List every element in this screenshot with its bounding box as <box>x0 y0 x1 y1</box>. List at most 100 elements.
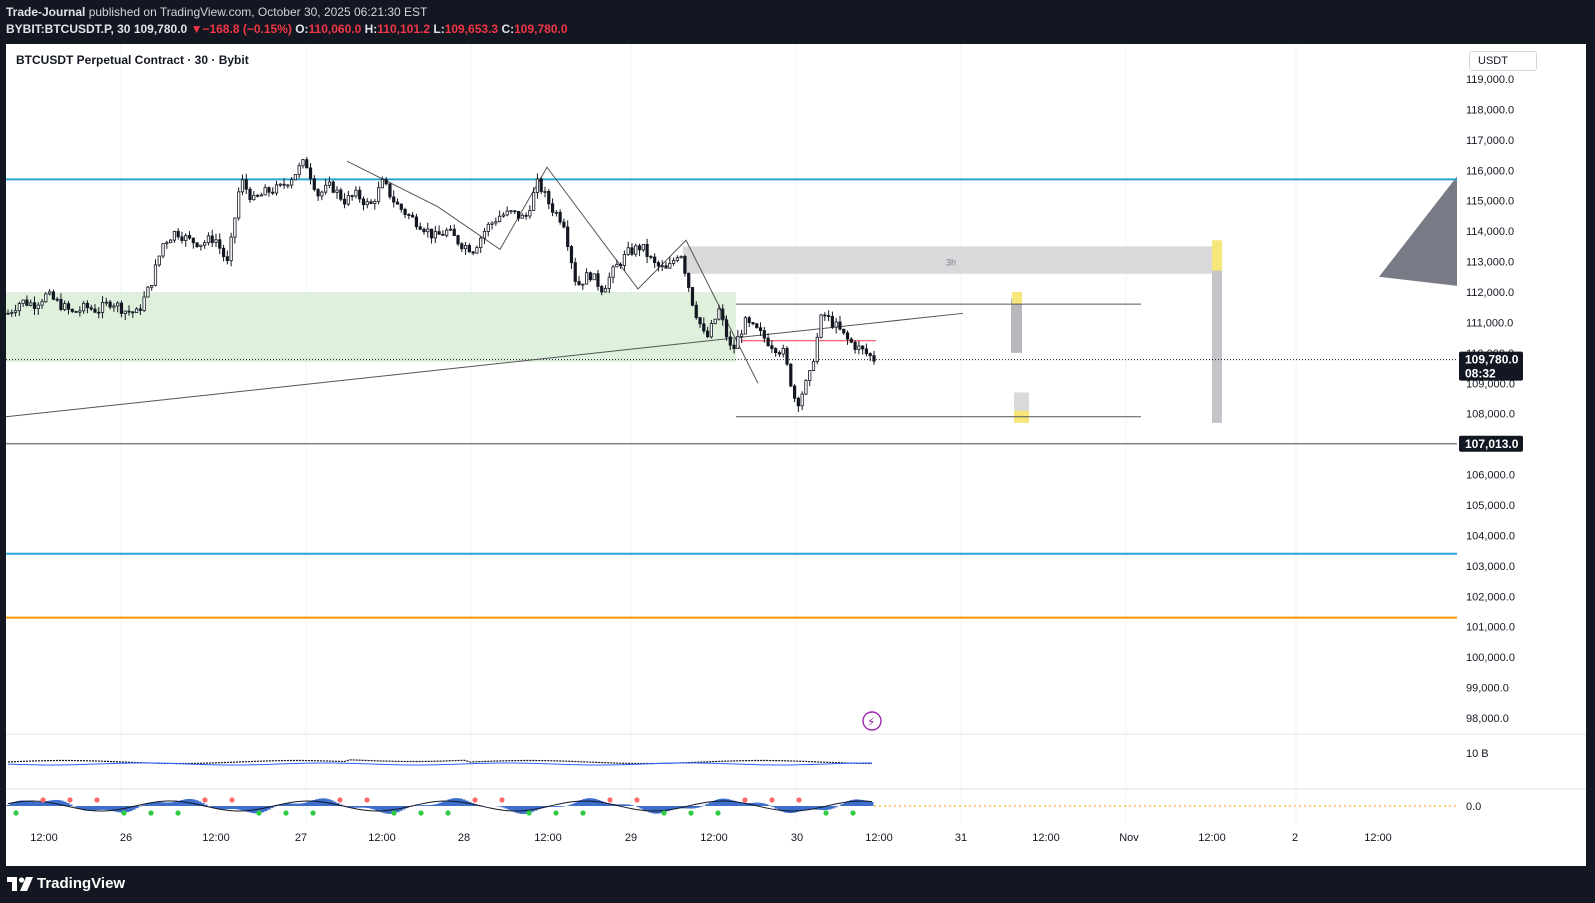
price-tick-label: 106,000.0 <box>1466 470 1515 482</box>
candle-body <box>358 189 362 200</box>
candle-body <box>615 263 619 268</box>
candle-body <box>32 302 37 309</box>
indicator-panes: ⚡ <box>6 711 1586 816</box>
candle-body <box>607 276 611 289</box>
candle-body <box>861 345 865 350</box>
candle-body <box>214 239 218 243</box>
candle-body <box>482 231 487 239</box>
currency-button[interactable]: USDT <box>1469 51 1537 71</box>
level-price-text: 107,013.0 <box>1465 437 1519 451</box>
candle-body <box>513 210 517 213</box>
candle-body <box>63 303 67 310</box>
candle-body <box>206 235 211 244</box>
candle-body <box>104 301 108 304</box>
time-tick-label: 28 <box>458 832 470 844</box>
zone-label: 3h <box>946 258 956 268</box>
candle-body <box>21 299 25 304</box>
candle-body <box>142 296 146 311</box>
candle-body <box>509 210 513 213</box>
candle-body <box>411 214 415 218</box>
candle-body <box>203 242 207 246</box>
candle-body <box>327 181 332 186</box>
candle-body <box>172 230 176 241</box>
candle-body <box>622 254 627 266</box>
candle-body <box>377 187 381 202</box>
candle-body <box>210 235 214 243</box>
signal-dot <box>283 810 289 816</box>
projection-bar <box>1212 246 1222 423</box>
candle-body <box>108 301 112 308</box>
candle-body <box>834 321 838 328</box>
signal-dot <box>769 797 775 803</box>
chart-area[interactable]: 3h ⚡ 119,000.0 118,000.0 117,000.0 116,000.… <box>6 44 1586 866</box>
publish-header: Trade-Journal published on TradingView.c… <box>0 0 1595 43</box>
candle-body <box>789 363 793 387</box>
time-tick-label: 12:00 <box>30 832 58 844</box>
candle-body <box>399 203 403 210</box>
candle-body <box>40 301 44 306</box>
candle-body <box>55 298 59 301</box>
candle-body <box>119 302 124 314</box>
candle-body <box>800 393 804 407</box>
signal-dot <box>256 810 262 816</box>
price-tick-label: 98,000.0 <box>1466 713 1509 725</box>
footer-bar: TradingView <box>0 866 1595 903</box>
candle-body <box>240 179 245 193</box>
tradingview-icon <box>7 876 33 891</box>
candle-body <box>248 188 252 201</box>
candle-body <box>505 210 509 216</box>
level-price-tag <box>1459 435 1523 452</box>
candle-body <box>728 336 732 346</box>
candle-body <box>47 291 52 295</box>
candle-body <box>706 330 710 338</box>
candle-body <box>569 246 574 264</box>
candle-body <box>380 179 384 189</box>
time-tick-label: 12:00 <box>865 832 893 844</box>
candle-body <box>335 189 339 193</box>
candle-body <box>743 317 748 335</box>
candle-body <box>282 183 286 186</box>
time-tick-label: 12:00 <box>534 832 562 844</box>
signal-dot <box>148 810 154 816</box>
candle-body <box>516 211 521 219</box>
signal-dot <box>337 797 343 803</box>
time-tick-label: 12:00 <box>202 832 230 844</box>
candle-body <box>320 191 324 197</box>
tradingview-logo[interactable]: TradingView <box>7 875 125 892</box>
candle-body <box>384 179 388 185</box>
candle-body <box>694 304 698 318</box>
candle-body <box>543 191 547 193</box>
time-tick-label: 29 <box>625 832 637 844</box>
candle-body <box>501 214 505 217</box>
range-bar-top <box>1012 292 1022 305</box>
candle-body <box>830 316 835 328</box>
chart-canvas[interactable]: 3h ⚡ 119,000.0 118,000.0 117,000.0 116,000.… <box>6 44 1586 866</box>
price-tick-label: 111,000.0 <box>1466 317 1513 329</box>
candle-body <box>66 303 71 310</box>
candle-body <box>324 184 328 193</box>
candle-body <box>717 308 721 320</box>
candle-body <box>577 281 581 286</box>
candle-body <box>395 201 400 205</box>
volume-scale-label: 10 B <box>1466 748 1489 760</box>
candle-body <box>407 214 411 216</box>
candle-body <box>853 341 857 350</box>
candle-body <box>868 353 872 356</box>
candle-body <box>758 327 763 332</box>
candle-body <box>350 195 354 198</box>
candle-body <box>403 208 407 215</box>
candle-body <box>698 317 702 325</box>
author-name[interactable]: Trade-Journal <box>6 5 86 19</box>
oscillator-scale-label: 0.0 <box>1466 801 1481 813</box>
candle-body <box>539 178 543 192</box>
candle-body <box>365 201 369 206</box>
candle-body <box>494 221 498 224</box>
demand-zone <box>6 292 736 362</box>
signal-dot <box>94 797 100 803</box>
candle-body <box>808 370 812 381</box>
candle-body <box>388 183 392 198</box>
candle-body <box>150 284 154 288</box>
candle-body <box>520 214 524 219</box>
candle-body <box>573 262 577 282</box>
price-tick-label: 113,000.0 <box>1466 257 1514 269</box>
